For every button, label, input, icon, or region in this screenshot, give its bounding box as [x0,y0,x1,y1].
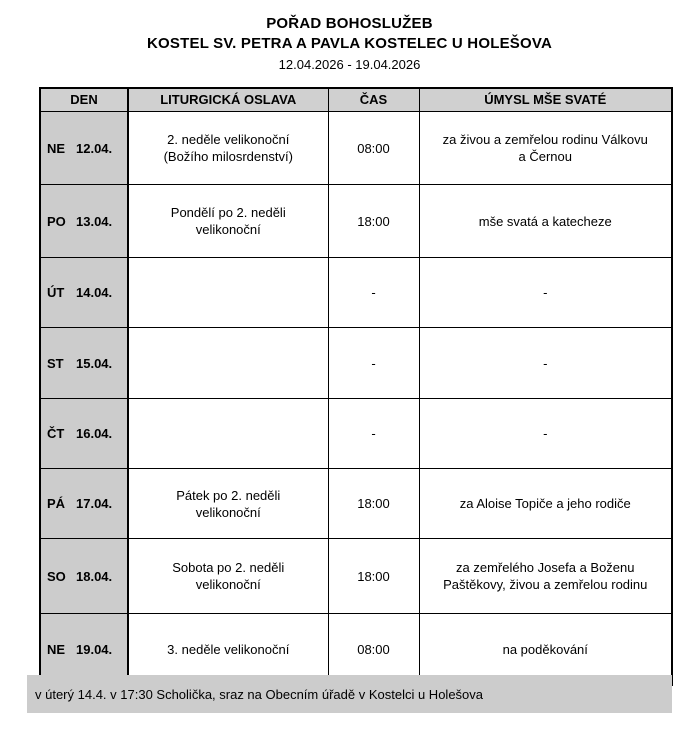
page-title: POŘAD BOHOSLUŽEB [266,15,433,32]
cell-day: PÁ 17.04. [39,468,129,539]
cell-time: - [327,327,420,399]
document-header: POŘAD BOHOSLUŽEB KOSTEL SV. PETRA A PAVL… [0,0,699,75]
intention-line-2: a Černou [518,149,572,164]
liturgy-line-1: 2. neděle velikonoční [167,132,290,147]
cell-day: NE 19.04. [39,613,129,686]
column-header-umysl-mse-svate: ÚMYSL MŠE SVATÉ [418,87,673,112]
table-row: ST 15.04. - - [39,327,673,399]
intention-line-1: za Aloise Topiče a jeho rodiče [459,496,631,511]
day-abbreviation: PO [47,213,66,229]
schedule-table: DEN LITURGICKÁ OSLAVA ČAS ÚMYSL MŠE SVAT… [39,87,673,686]
cell-day: NE 12.04. [39,111,129,185]
day-abbreviation: PÁ [47,496,66,511]
cell-intention: za živou a zemřelou rodinu Válkovu a Čer… [418,111,673,185]
cell-liturgy [127,327,329,399]
table-header: DEN LITURGICKÁ OSLAVA ČAS ÚMYSL MŠE SVAT… [39,87,673,112]
date-range: 12.04.2026 - 19.04.2026 [278,57,421,72]
liturgy-line-2: (Božího milosrdenství) [163,149,293,164]
table-body: NE 12.04. 2. neděle velikonoční (Božího m… [39,111,673,686]
cell-intention: - [418,257,673,328]
day-abbreviation: NE [47,140,66,156]
liturgy-line-1: Pátek po 2. neděli [176,487,281,503]
day-abbreviation: ČT [47,426,65,441]
table-header-row: DEN LITURGICKÁ OSLAVA ČAS ÚMYSL MŠE SVAT… [39,87,673,112]
cell-time: 18:00 [327,468,420,539]
liturgy-line-2: velikonoční [195,504,261,520]
day-abbreviation: NE [47,641,66,657]
day-abbreviation: ÚT [47,285,65,300]
day-date: 18.04. [76,568,113,584]
cell-liturgy [127,398,329,469]
table-row: ÚT 14.04. - - [39,257,673,328]
day-date: 13.04. [76,213,113,229]
cell-liturgy: Pátek po 2. neděli velikonoční [127,468,329,539]
footer-notice-text: v úterý 14.4. v 17:30 Scholička, sraz na… [35,686,484,702]
cell-day: ÚT 14.04. [39,257,129,328]
cell-time: 18:00 [327,538,420,614]
intention-line-1: mše svatá a katecheze [478,213,612,229]
cell-time: 18:00 [327,184,420,258]
cell-liturgy [127,257,329,328]
intention-line-1: za živou a zemřelou rodinu Válkovu [442,132,648,147]
cell-day: ČT 16.04. [39,398,129,469]
cell-day: ST 15.04. [39,327,129,399]
column-header-den: DEN [39,87,129,112]
table-row: PO 13.04. Pondělí po 2. neděli velikonočn… [39,184,673,258]
cell-intention: - [418,327,673,399]
table-row: SO 18.04. Sobota po 2. neděli velikonoční… [39,538,673,614]
cell-intention: za Aloise Topiče a jeho rodiče [418,468,673,539]
column-header-liturgicka-oslava: LITURGICKÁ OSLAVA [127,87,329,112]
cell-intention: mše svatá a katecheze [418,184,673,258]
cell-intention: na poděkování [418,613,673,686]
table-row: NE 19.04. 3. neděle velikonoční 08:00 na … [39,613,673,686]
cell-liturgy: Sobota po 2. neděli velikonoční [127,538,329,614]
liturgy-line-2: velikonoční [195,577,261,592]
day-date: 16.04. [76,426,113,441]
intention-line-1: za zemřelého Josefa a Boženu [456,560,635,575]
day-date: 17.04. [76,496,113,511]
table-row: NE 12.04. 2. neděle velikonoční (Božího m… [39,111,673,185]
day-date: 19.04. [76,641,113,657]
cell-intention: - [418,398,673,469]
footer-notice-bar: v úterý 14.4. v 17:30 Scholička, sraz na… [27,675,672,713]
liturgy-line-1: 3. neděle velikonoční [167,641,290,657]
day-abbreviation: SO [47,568,66,584]
intention-line-1: na poděkování [502,641,588,657]
intention-line-2: Paštěkovy, živou a zemřelou rodinu [443,577,648,592]
day-date: 12.04. [76,140,113,156]
cell-intention: za zemřelého Josefa a Boženu Paštěkovy, … [418,538,673,614]
cell-time: - [327,257,420,328]
table-row: PÁ 17.04. Pátek po 2. neděli velikonoční … [39,468,673,539]
day-date: 15.04. [76,355,113,371]
day-date: 14.04. [76,285,113,300]
liturgy-line-1: Pondělí po 2. neděli [170,205,286,220]
table-row: ČT 16.04. - - [39,398,673,469]
cell-time: 08:00 [327,111,420,185]
day-abbreviation: ST [47,355,64,371]
cell-day: PO 13.04. [39,184,129,258]
liturgy-line-2: velikonoční [195,222,261,237]
page-subtitle-church: KOSTEL SV. PETRA A PAVLA KOSTELEC U HOLE… [147,35,552,52]
column-header-cas: ČAS [327,87,420,112]
cell-liturgy: 2. neděle velikonoční (Božího milosrdens… [127,111,329,185]
cell-day: SO 18.04. [39,538,129,614]
cell-liturgy: Pondělí po 2. neděli velikonoční [127,184,329,258]
liturgy-line-1: Sobota po 2. neděli [172,560,285,575]
schedule-table-container: DEN LITURGICKÁ OSLAVA ČAS ÚMYSL MŠE SVAT… [39,87,673,686]
cell-time: - [327,398,420,469]
